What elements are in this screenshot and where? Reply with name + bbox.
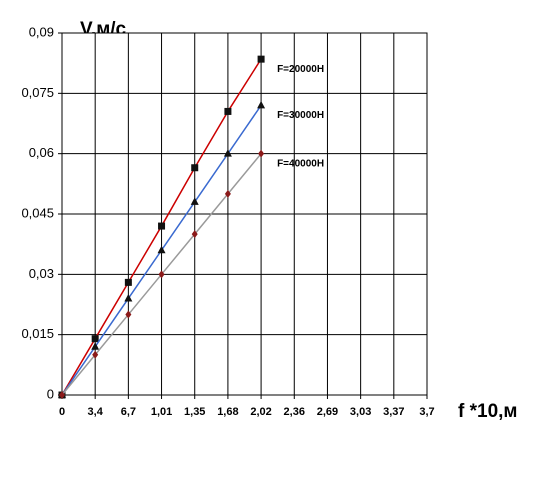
marker: [224, 189, 231, 198]
series-label: F=40000H: [277, 158, 324, 169]
x-tick-label: 3,03: [350, 406, 371, 418]
y-tick-label: 0,015: [21, 326, 54, 341]
marker: [190, 197, 199, 205]
y-tick-label: 0,03: [29, 266, 54, 281]
marker: [157, 245, 166, 254]
marker: [158, 270, 165, 279]
marker: [124, 278, 132, 286]
marker: [91, 342, 100, 350]
x-tick-label: 2,02: [250, 406, 271, 418]
marker: [191, 230, 198, 239]
marker: [92, 350, 99, 359]
x-axis-label: f *10,м: [458, 401, 517, 422]
marker: [125, 310, 132, 319]
marker: [257, 55, 265, 63]
y-tick-label: 0: [47, 386, 54, 401]
x-tick-label: 3,7: [419, 406, 434, 418]
marker: [257, 100, 266, 109]
marker: [158, 222, 166, 230]
y-tick-label: 0,06: [29, 145, 54, 160]
marker: [258, 149, 265, 158]
x-tick-label: 2,36: [284, 406, 305, 418]
y-tick-label: 0,045: [21, 205, 54, 220]
marker: [124, 293, 133, 302]
x-tick-label: 3,37: [383, 406, 404, 418]
x-tick-label: 2,69: [317, 406, 338, 418]
x-tick-label: 1,01: [151, 406, 172, 418]
series-label: F=30000H: [277, 110, 324, 121]
marker: [224, 107, 232, 115]
series-label: F=20000H: [277, 64, 324, 75]
x-tick-label: 3,4: [88, 406, 104, 418]
x-tick-label: 0: [59, 406, 65, 418]
marker: [223, 149, 232, 157]
x-tick-label: 1,68: [217, 406, 238, 418]
marker: [59, 391, 65, 399]
x-tick-label: 6,7: [121, 406, 136, 418]
marker: [191, 164, 199, 172]
y-tick-label: 0,075: [21, 85, 54, 100]
x-tick-label: 1,35: [184, 406, 205, 418]
marker: [91, 335, 99, 343]
y-tick-label: 0,09: [29, 24, 54, 39]
